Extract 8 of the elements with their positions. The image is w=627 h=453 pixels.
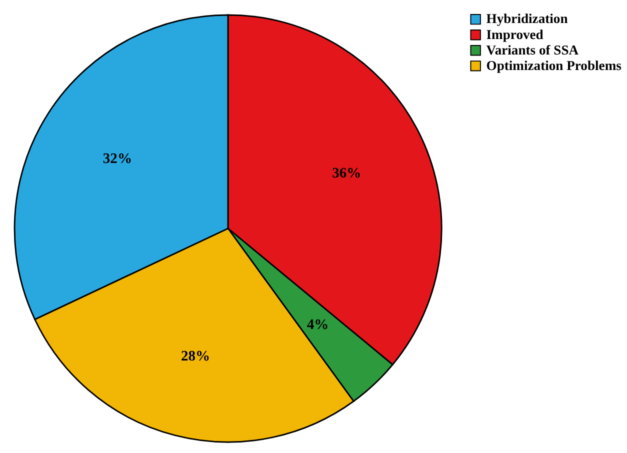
legend-label: Variants of SSA xyxy=(486,42,579,58)
legend-label: Optimization Problems xyxy=(486,58,622,73)
legend-label: Improved xyxy=(486,26,544,42)
data-label: 36% xyxy=(332,166,362,182)
data-label: 28% xyxy=(180,348,210,364)
data-label: 4% xyxy=(306,316,329,333)
data-label: 32% xyxy=(102,151,132,168)
legend-label: Hybridization xyxy=(486,11,568,26)
